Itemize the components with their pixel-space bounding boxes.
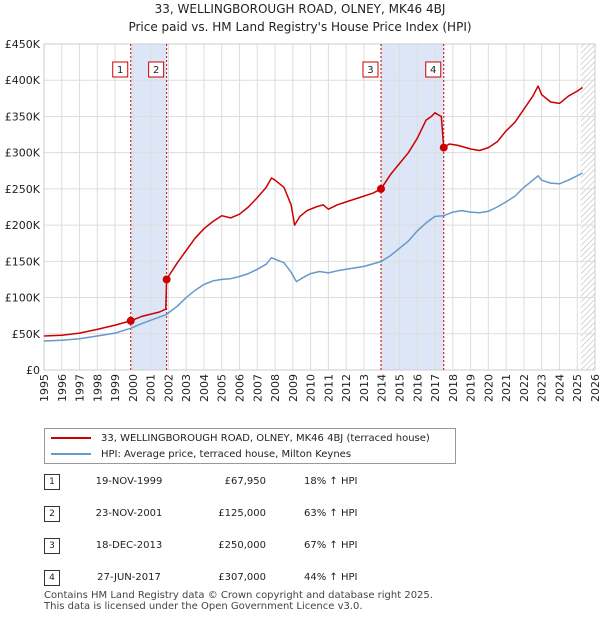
sale-label-frame [148,61,165,78]
sale-number: 2 [44,506,60,522]
x-tick-label: 2018 [447,374,460,402]
sale-row: 4 27-JUN-2017 £307,000 44% ↑ HPI [44,570,564,588]
sale-point [162,275,171,284]
plot-border [43,43,596,371]
x-tick-label: 2023 [536,374,549,402]
x-tick-label: 2008 [269,374,282,402]
x-tick-label: 2000 [127,374,140,402]
x-tick-label: 2011 [322,374,335,402]
x-tick-label: 2017 [429,374,442,402]
x-tick-label: 2024 [553,374,566,402]
y-tick-label: £350K [5,110,41,123]
x-tick-label: 1996 [56,374,69,402]
sale-hpi-change: 67% ↑ HPI [304,540,358,551]
sale-point [439,143,448,152]
sale-label-number: 2 [153,65,159,76]
x-tick-label: 1995 [38,374,51,402]
x-tick-label: 2004 [198,374,211,402]
sale-label-box: 3 [362,61,379,78]
x-tick-label: 2001 [145,374,158,402]
sale-label-box: 2 [148,61,165,78]
sale-label-frame [112,61,129,78]
x-tick-label: 2006 [234,374,247,402]
x-tick-label: 2012 [340,374,353,402]
sale-number: 1 [44,474,60,490]
sale-number: 3 [44,538,60,554]
sale-label-box: 4 [425,61,442,78]
y-tick-label: £200K [5,219,41,232]
x-tick-label: 2016 [411,374,424,402]
sale-price: £307,000 [218,572,266,583]
x-tick-label: 2005 [216,374,229,402]
y-tick-label: £0 [26,364,40,377]
y-tick-label: £400K [5,74,41,87]
y-tick-label: £100K [5,292,41,305]
sale-label-box: 1 [112,61,129,78]
y-tick-label: £300K [5,147,41,160]
sale-price: £125,000 [218,508,266,519]
legend-swatch-property [51,437,91,439]
x-tick-label: 2003 [180,374,193,402]
x-tick-label: 2026 [589,374,600,402]
x-tick-label: 2007 [251,374,264,402]
sale-label-number: 1 [117,65,123,76]
sale-row: 2 23-NOV-2001 £125,000 63% ↑ HPI [44,506,564,524]
plot-area [44,44,595,370]
y-tick-label: £450K [5,38,41,51]
x-tick-label: 2020 [482,374,495,402]
sale-label-number: 4 [430,65,436,76]
legend-label-property: 33, WELLINGBOROUGH ROAD, OLNEY, MK46 4BJ… [101,432,430,444]
x-tick-label: 1999 [109,374,122,402]
shaded-period [380,44,444,370]
sale-hpi-change: 18% ↑ HPI [304,476,358,487]
footer-licence: This data is licensed under the Open Gov… [44,601,363,612]
x-tick-label: 1998 [91,374,104,402]
x-tick-label: 1997 [74,374,87,402]
property-price-line [43,85,584,337]
sale-row: 3 18-DEC-2013 £250,000 67% ↑ HPI [44,538,564,556]
x-tick-label: 2015 [393,374,406,402]
footer: Contains HM Land Registry data © Crown c… [44,590,433,612]
sale-hpi-change: 44% ↑ HPI [304,572,358,583]
chart-title: 33, WELLINGBOROUGH ROAD, OLNEY, MK46 4BJ [154,2,446,16]
sale-date: 23-NOV-2001 [95,508,163,519]
sale-number: 4 [44,570,60,586]
chart-legend: 33, WELLINGBOROUGH ROAD, OLNEY, MK46 4BJ… [44,428,456,464]
footer-copyright: Contains HM Land Registry data © Crown c… [44,590,433,601]
legend-label-hpi: HPI: Average price, terraced house, Milt… [101,448,352,460]
x-tick-label: 2022 [518,374,531,402]
price-chart: 1 2 3 4 £0 £50K £100K £150K £200K £250K £300K £350… [5,38,600,402]
y-tick-label: £150K [5,255,41,268]
y-tick-label: £50K [12,328,41,341]
sale-hpi-change: 63% ↑ HPI [304,508,358,519]
x-tick-label: 2019 [465,374,478,402]
sale-point [126,316,135,325]
x-tick-label: 2013 [358,374,371,402]
sale-row: 1 19-NOV-1999 £67,950 18% ↑ HPI [44,474,564,492]
sale-date: 27-JUN-2017 [97,572,161,583]
sale-label-frame [425,61,442,78]
x-tick-label: 2002 [162,374,175,402]
x-tick-label: 2021 [500,374,513,402]
sale-date: 19-NOV-1999 [95,476,163,487]
sale-label-number: 3 [367,65,373,76]
sale-price: £250,000 [218,540,266,551]
x-tick-label: 2014 [376,374,389,402]
sale-label-frame [362,61,379,78]
shaded-period [130,44,167,370]
x-tick-label: 2009 [287,374,300,402]
legend-item-hpi: HPI: Average price, terraced house, Milt… [51,447,351,461]
hpi-line [43,172,583,342]
x-tick-label: 2010 [305,374,318,402]
chart-subtitle: Price paid vs. HM Land Registry's House … [128,20,472,34]
x-tick-label: 2025 [571,374,584,402]
sale-date: 18-DEC-2013 [95,540,163,551]
sale-price: £67,950 [224,476,266,487]
sale-point [376,184,385,193]
legend-swatch-hpi [51,453,91,455]
legend-item-property: 33, WELLINGBOROUGH ROAD, OLNEY, MK46 4BJ… [51,431,430,445]
forecast-hatch [580,44,595,370]
y-tick-label: £250K [5,183,41,196]
